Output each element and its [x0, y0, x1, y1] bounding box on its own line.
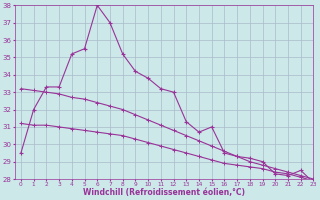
X-axis label: Windchill (Refroidissement éolien,°C): Windchill (Refroidissement éolien,°C) [83, 188, 245, 197]
